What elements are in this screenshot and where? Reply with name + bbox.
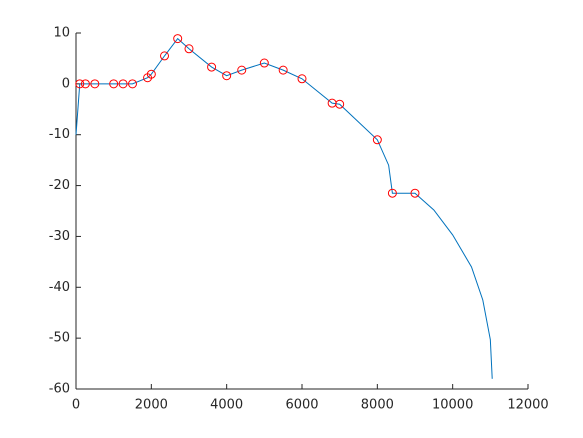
x-tick-label: 4000	[210, 398, 243, 413]
marker	[184, 44, 194, 54]
marker	[278, 65, 288, 75]
y-tick-label: -10	[49, 127, 70, 142]
line	[75, 37, 493, 379]
y-tick-label: -50	[49, 331, 70, 346]
marker	[297, 74, 307, 84]
y-tick-label: 10	[53, 26, 70, 41]
y-tick-label: -40	[49, 280, 70, 295]
marker	[146, 69, 156, 79]
x-tick-label: 10000	[432, 398, 473, 413]
y-tick-label: -60	[49, 382, 70, 397]
marker	[410, 188, 420, 198]
marker	[109, 79, 119, 89]
marker	[372, 135, 382, 145]
x-tick-label: 0	[72, 398, 80, 413]
marker	[222, 71, 232, 81]
marker	[118, 79, 128, 89]
marker	[80, 79, 90, 89]
marker	[90, 79, 100, 89]
x-tick-label: 8000	[361, 398, 394, 413]
marker	[207, 62, 217, 72]
y-tick-label: -30	[49, 229, 70, 244]
marker	[173, 34, 183, 44]
marker	[259, 58, 269, 68]
marker	[75, 79, 85, 89]
marker	[237, 65, 247, 75]
marker	[160, 51, 170, 61]
x-tick-label: 12000	[507, 398, 548, 413]
marker	[128, 79, 137, 89]
x-tick-label: 6000	[285, 398, 318, 413]
y-tick-label: 0	[62, 76, 70, 91]
y-tick-label: -20	[49, 178, 70, 193]
marker	[387, 188, 397, 198]
x-tick-label: 2000	[135, 398, 168, 413]
marker	[335, 99, 345, 109]
